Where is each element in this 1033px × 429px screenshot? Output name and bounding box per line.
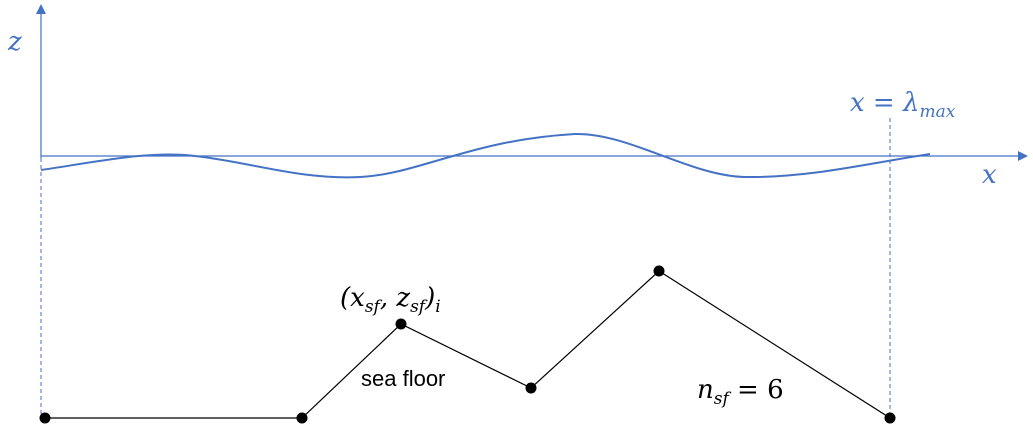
sea-floor-line bbox=[45, 270, 891, 419]
x-axis-label: x bbox=[982, 160, 997, 190]
nsf-label: nsf = 6 bbox=[697, 375, 784, 409]
sea-floor-point bbox=[884, 412, 896, 424]
z-axis-label: z bbox=[7, 27, 22, 57]
sea-floor-point bbox=[395, 318, 407, 330]
lambda-max-label: x = λmax bbox=[850, 88, 956, 122]
sea-floor-point bbox=[525, 382, 537, 394]
sea-floor-label: sea floor bbox=[361, 366, 445, 391]
sea-floor-point-label: (xsf, zsf)i bbox=[340, 283, 441, 317]
sea-floor-point bbox=[653, 265, 665, 277]
sea-floor-point bbox=[39, 412, 51, 424]
sea-floor-point bbox=[296, 412, 308, 424]
wave-curve bbox=[40, 132, 931, 179]
